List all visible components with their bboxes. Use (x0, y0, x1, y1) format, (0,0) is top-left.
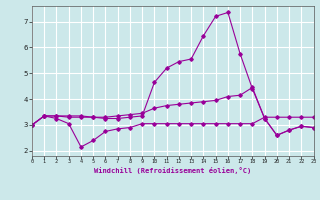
X-axis label: Windchill (Refroidissement éolien,°C): Windchill (Refroidissement éolien,°C) (94, 167, 252, 174)
